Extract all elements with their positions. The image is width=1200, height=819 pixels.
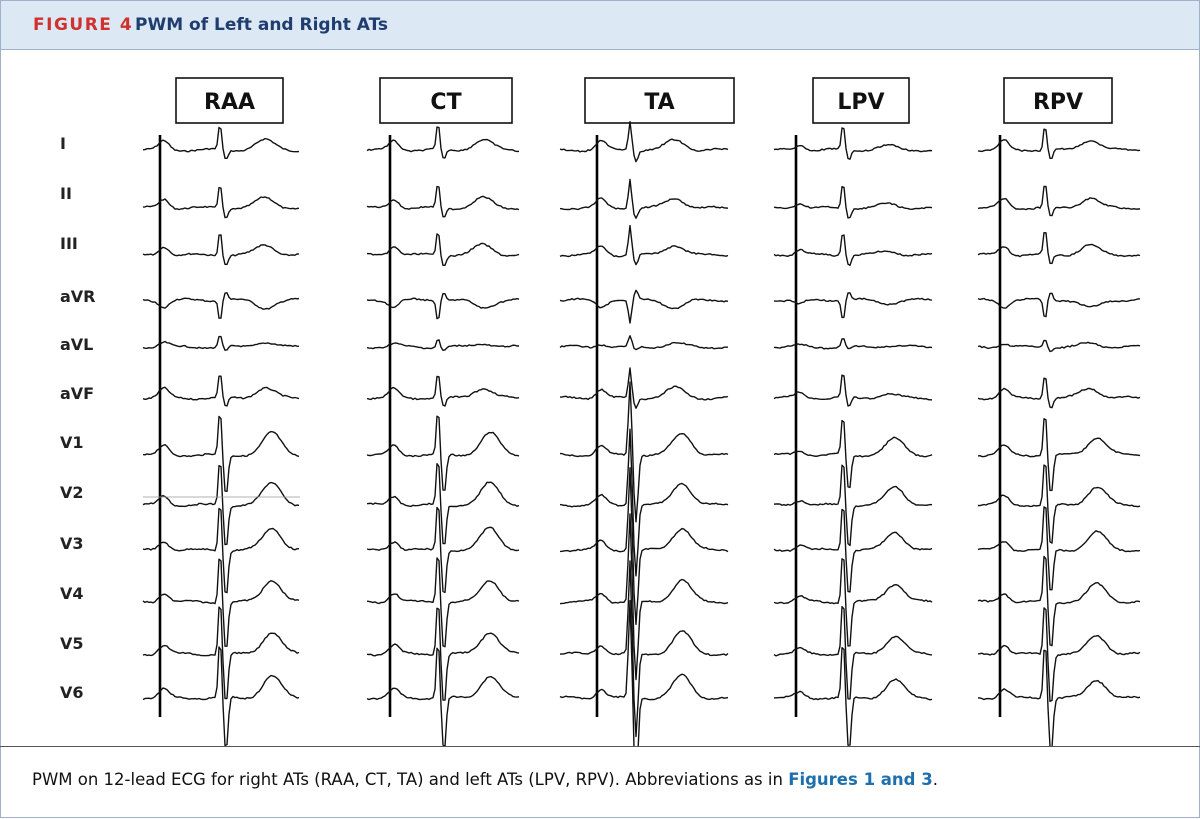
column-header-ct: CT: [379, 77, 513, 124]
column-header-ta: TA: [584, 77, 735, 124]
figure-header: FIGURE 4 PWM of Left and Right ATs: [0, 0, 1200, 50]
figure-title: PWM of Left and Right ATs: [135, 15, 389, 35]
ecg-trace-ta-v2: [559, 428, 729, 577]
ecg-trace-raa-avl: [142, 335, 300, 351]
ecg-trace-rpv-i: [977, 128, 1141, 159]
figure-label: FIGURE 4: [33, 15, 134, 35]
ecg-trace-ta-v1: [560, 381, 729, 523]
lead-label-v1: V1: [60, 433, 84, 452]
ecg-trace-rpv-avl: [977, 339, 1141, 353]
ecg-trace-ct-v6: [366, 647, 520, 746]
ecg-trace-raa-v5: [142, 606, 300, 700]
column-label: RAA: [204, 90, 255, 115]
column-header-raa: RAA: [175, 77, 284, 124]
lead-label-avf: aVF: [60, 384, 94, 403]
ecg-trace-lpv-avf: [773, 374, 932, 407]
ecg-trace-rpv-v4: [977, 555, 1141, 647]
column-label: RPV: [1033, 90, 1083, 115]
ecg-trace-ta-avr: [559, 289, 729, 324]
ecg-trace-raa-i: [142, 126, 300, 159]
ecg-trace-rpv-v1: [977, 418, 1141, 492]
ecg-trace-ta-v5: [560, 560, 729, 738]
ecg-trace-lpv-v4: [773, 558, 933, 647]
ecg-trace-ct-iii: [366, 233, 520, 266]
ecg-trace-lpv-i: [773, 127, 933, 160]
caption-text: PWM on 12-lead ECG for right ATs (RAA, C…: [32, 770, 789, 789]
ecg-trace-raa-iii: [142, 234, 300, 266]
ecg-trace-ta-avl: [559, 335, 729, 351]
ecg-trace-raa-ii: [142, 186, 300, 219]
ecg-trace-ct-v2: [366, 463, 520, 545]
ecg-trace-ta-i: [559, 121, 729, 163]
column-header-rpv: RPV: [1003, 77, 1113, 124]
lead-label-v4: V4: [60, 584, 84, 603]
lead-label-v6: V6: [60, 683, 84, 702]
ecg-trace-lpv-v1: [773, 419, 933, 489]
lead-label-avr: aVR: [60, 287, 96, 306]
ecg-trace-ct-i: [366, 126, 520, 159]
ecg-trace-rpv-avr: [977, 292, 1141, 318]
ecg-trace-rpv-ii: [977, 185, 1140, 217]
caption-figure-link[interactable]: Figures 1 and 3: [788, 770, 933, 789]
ecg-trace-raa-v2: [142, 465, 300, 546]
ecg-trace-lpv-ii: [773, 186, 933, 219]
lead-label-avl: aVL: [60, 335, 93, 354]
ecg-trace-lpv-v3: [773, 508, 933, 593]
ecg-trace-ta-v4: [559, 513, 729, 681]
ecg-trace-ct-v5: [366, 607, 520, 701]
ecg-trace-ta-v6: [559, 600, 729, 746]
ecg-trace-ta-iii: [559, 224, 729, 266]
ecg-trace-ct-avf: [366, 375, 520, 407]
ecg-trace-ct-v1: [366, 415, 520, 491]
ecg-trace-lpv-avr: [773, 292, 933, 319]
ecg-trace-rpv-avf: [977, 377, 1141, 409]
ecg-trace-ct-v3: [366, 506, 520, 594]
lead-label-v2: V2: [60, 483, 84, 502]
column-header-lpv: LPV: [812, 77, 910, 124]
column-label: CT: [430, 90, 461, 115]
ecg-trace-lpv-v6: [773, 647, 933, 746]
ecg-trace-ta-avf: [560, 367, 729, 409]
caption-divider: [0, 746, 1200, 747]
ecg-trace-rpv-v5: [977, 607, 1141, 702]
ecg-trace-rpv-v2: [977, 464, 1141, 544]
ecg-trace-lpv-v2: [773, 464, 933, 547]
lead-label-ii: II: [60, 184, 72, 203]
ecg-trace-rpv-v3: [977, 506, 1141, 591]
ecg-trace-rpv-v6: [977, 649, 1141, 746]
ecg-trace-raa-v4: [142, 558, 300, 647]
ecg-trace-ct-avr: [366, 292, 520, 320]
caption-end: .: [932, 770, 938, 789]
ecg-trace-raa-v3: [142, 507, 300, 594]
ecg-trace-ct-ii: [366, 185, 520, 218]
ecg-trace-ta-v3: [559, 467, 729, 625]
ecg-trace-lpv-v5: [773, 606, 933, 700]
ecg-trace-raa-avf: [142, 375, 300, 407]
ecg-trace-ta-ii: [559, 178, 729, 219]
lead-label-i: I: [60, 134, 66, 153]
ecg-trace-lpv-iii: [773, 234, 933, 266]
column-label: TA: [644, 90, 674, 115]
ecg-trace-rpv-iii: [977, 232, 1141, 265]
lead-label-iii: III: [60, 234, 78, 253]
lead-label-v3: V3: [60, 534, 84, 553]
column-label: LPV: [837, 90, 884, 115]
ecg-figure: RAA CT TA LPV RPV IIIIIIaVRaVLaVFV1V2V3V4V5V…: [60, 77, 1141, 746]
lead-label-v5: V5: [60, 634, 84, 653]
ecg-trace-raa-v1: [142, 415, 300, 492]
ecg-trace-ct-avl: [366, 339, 519, 351]
ecg-trace-lpv-avl: [773, 338, 933, 350]
ecg-trace-raa-avr: [142, 292, 300, 319]
figure-caption: PWM on 12-lead ECG for right ATs (RAA, C…: [32, 770, 938, 789]
ecg-trace-raa-v6: [142, 646, 300, 746]
ecg-trace-ct-v4: [366, 557, 520, 648]
